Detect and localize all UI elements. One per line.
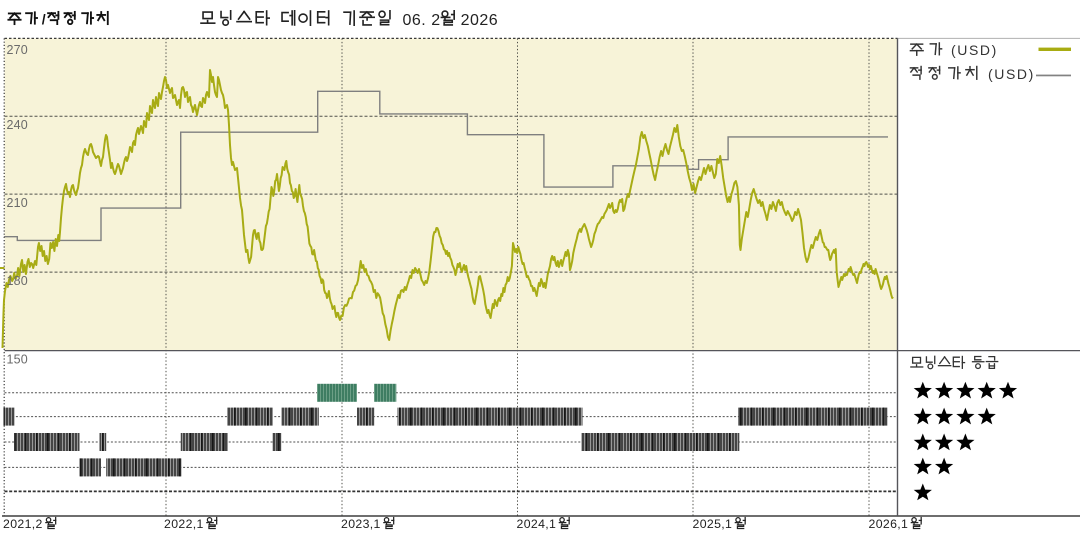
svg-text:2021,2: 2021,2 [3,517,43,531]
svg-text:2026: 2026 [461,12,499,29]
svg-text:2025,1: 2025,1 [693,517,733,531]
svg-text:2022,1: 2022,1 [164,517,204,531]
svg-text:210: 210 [7,196,28,210]
svg-text:180: 180 [7,274,28,288]
svg-text:2024,1: 2024,1 [517,517,557,531]
svg-text:(USD): (USD) [951,42,998,58]
svg-text:2026,1: 2026,1 [869,517,909,531]
svg-text:270: 270 [7,43,28,57]
svg-text:2: 2 [431,12,440,29]
svg-text:2023,1: 2023,1 [341,517,381,531]
svg-text:06.: 06. [403,12,427,29]
svg-text:(USD): (USD) [988,66,1035,82]
svg-text:240: 240 [7,118,28,132]
svg-text:150: 150 [7,353,28,367]
svg-text:/: / [42,11,46,27]
